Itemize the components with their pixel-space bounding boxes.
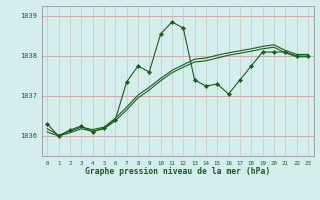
X-axis label: Graphe pression niveau de la mer (hPa): Graphe pression niveau de la mer (hPa) [85,167,270,176]
